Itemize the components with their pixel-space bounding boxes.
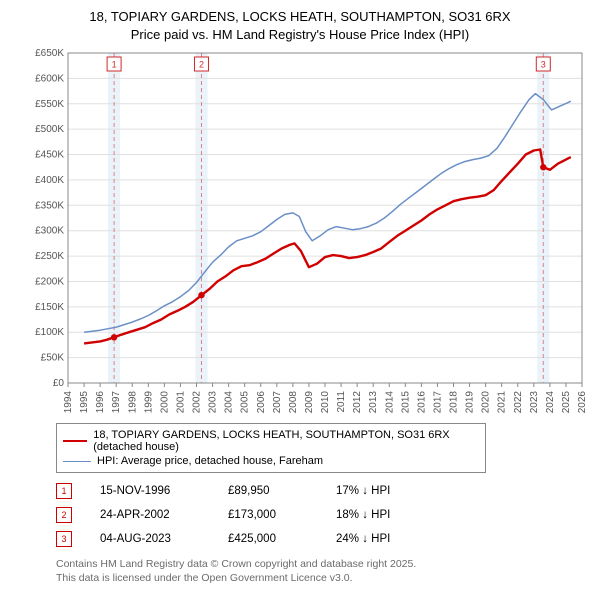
chart-container: 18, TOPIARY GARDENS, LOCKS HEATH, SOUTHA… [0, 0, 600, 590]
line-chart-svg: 1 2 3 £0 £50K £100K £150K £200K £250K £300K £350K £… [28, 47, 588, 417]
svg-text:2009: 2009 [304, 391, 315, 414]
sale-price: £89,950 [228, 485, 308, 497]
sale-hpi-delta: 17% ↓ HPI [336, 485, 426, 497]
sale-hpi-delta: 24% ↓ HPI [336, 533, 426, 545]
svg-text:1997: 1997 [111, 391, 122, 414]
svg-text:2021: 2021 [497, 391, 508, 414]
svg-text:1994: 1994 [63, 391, 74, 414]
svg-text:1996: 1996 [95, 391, 106, 414]
svg-text:£500K: £500K [35, 124, 64, 135]
legend-swatch [63, 461, 91, 462]
chart-title: 18, TOPIARY GARDENS, LOCKS HEATH, SOUTHA… [10, 8, 590, 43]
sale-date: 24-APR-2002 [100, 509, 200, 521]
svg-text:2026: 2026 [577, 391, 588, 414]
legend-label: 18, TOPIARY GARDENS, LOCKS HEATH, SOUTHA… [93, 429, 479, 453]
svg-text:2017: 2017 [432, 391, 443, 414]
svg-text:2019: 2019 [465, 391, 476, 414]
sale-marker-icon: 3 [56, 531, 72, 547]
svg-text:3: 3 [541, 60, 546, 70]
svg-text:£650K: £650K [35, 48, 64, 59]
svg-text:2012: 2012 [352, 391, 363, 414]
svg-text:2006: 2006 [256, 391, 267, 414]
title-line-2: Price paid vs. HM Land Registry's House … [10, 26, 590, 44]
svg-text:1: 1 [112, 60, 117, 70]
svg-text:2024: 2024 [545, 391, 556, 414]
svg-text:2: 2 [199, 60, 204, 70]
svg-text:2000: 2000 [159, 391, 170, 414]
svg-text:2008: 2008 [288, 391, 299, 414]
svg-text:2001: 2001 [175, 391, 186, 414]
svg-text:1999: 1999 [143, 391, 154, 414]
svg-text:£200K: £200K [35, 277, 64, 288]
svg-text:1995: 1995 [79, 391, 90, 414]
svg-text:2023: 2023 [529, 391, 540, 414]
svg-text:£600K: £600K [35, 73, 64, 84]
svg-text:2010: 2010 [320, 391, 331, 414]
svg-text:2014: 2014 [384, 391, 395, 414]
svg-text:£450K: £450K [35, 150, 64, 161]
svg-text:£50K: £50K [41, 353, 65, 364]
sale-price: £425,000 [228, 533, 308, 545]
svg-text:£250K: £250K [35, 251, 64, 262]
title-line-1: 18, TOPIARY GARDENS, LOCKS HEATH, SOUTHA… [10, 8, 590, 26]
svg-text:2020: 2020 [481, 391, 492, 414]
svg-text:2002: 2002 [192, 391, 203, 414]
svg-text:2025: 2025 [561, 391, 572, 414]
svg-text:2011: 2011 [336, 391, 347, 413]
sale-date: 15-NOV-1996 [100, 485, 200, 497]
svg-text:£150K: £150K [35, 302, 64, 313]
sale-hpi-delta: 18% ↓ HPI [336, 509, 426, 521]
legend: 18, TOPIARY GARDENS, LOCKS HEATH, SOUTHA… [56, 423, 486, 473]
svg-text:2003: 2003 [208, 391, 219, 414]
legend-label: HPI: Average price, detached house, Fare… [97, 455, 323, 467]
svg-text:£0: £0 [53, 378, 65, 389]
legend-row: HPI: Average price, detached house, Fare… [63, 454, 479, 468]
footnote-line-1: Contains HM Land Registry data © Crown c… [56, 557, 590, 571]
sale-marker-icon: 2 [56, 507, 72, 523]
sales-table: 1 15-NOV-1996 £89,950 17% ↓ HPI 2 24-APR-2002… [56, 479, 590, 551]
svg-text:2015: 2015 [400, 391, 411, 414]
plot-area: 1 2 3 £0 £50K £100K £150K £200K £250K £300K £350K £… [28, 47, 588, 417]
sale-price: £173,000 [228, 509, 308, 521]
sale-row: 3 04-AUG-2023 £425,000 24% ↓ HPI [56, 527, 590, 551]
sale-marker-icon: 1 [56, 483, 72, 499]
svg-text:1998: 1998 [127, 391, 138, 414]
svg-text:2013: 2013 [368, 391, 379, 414]
legend-swatch [63, 440, 87, 442]
sale-row: 2 24-APR-2002 £173,000 18% ↓ HPI [56, 503, 590, 527]
sale-date: 04-AUG-2023 [100, 533, 200, 545]
sale-row: 1 15-NOV-1996 £89,950 17% ↓ HPI [56, 479, 590, 503]
svg-text:£350K: £350K [35, 200, 64, 211]
svg-text:£400K: £400K [35, 175, 64, 186]
svg-text:2022: 2022 [513, 391, 524, 414]
svg-text:2004: 2004 [224, 391, 235, 414]
footnote: Contains HM Land Registry data © Crown c… [56, 557, 590, 585]
svg-text:2005: 2005 [240, 391, 251, 414]
svg-text:£550K: £550K [35, 99, 64, 110]
svg-text:£300K: £300K [35, 226, 64, 237]
svg-text:£100K: £100K [35, 327, 64, 338]
svg-text:2018: 2018 [449, 391, 460, 414]
footnote-line-2: This data is licensed under the Open Gov… [56, 571, 590, 585]
legend-row: 18, TOPIARY GARDENS, LOCKS HEATH, SOUTHA… [63, 428, 479, 454]
svg-text:2007: 2007 [272, 391, 283, 414]
svg-text:2016: 2016 [416, 391, 427, 414]
